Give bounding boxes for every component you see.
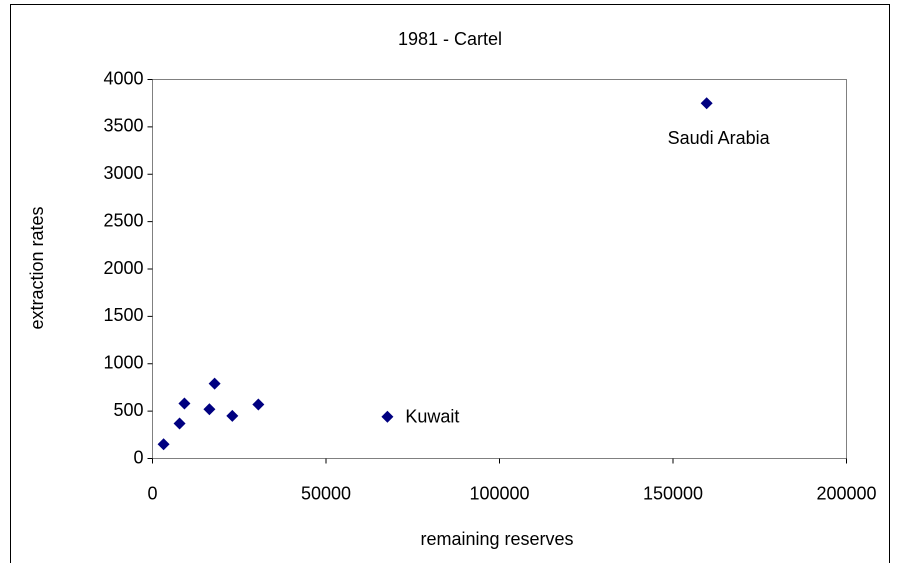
point (203, 403, 216, 416)
y-tick-label: 1500 (103, 305, 143, 325)
point (173, 417, 186, 430)
point (700, 97, 713, 110)
y-tick-label: 0 (133, 447, 143, 467)
point (157, 438, 170, 451)
point-label: Saudi Arabia (668, 128, 771, 148)
y-tick-label: 2500 (103, 210, 143, 230)
x-tick-label: 100000 (469, 483, 529, 503)
y-tick-label: 1000 (103, 353, 143, 373)
x-tick-label: 200000 (816, 483, 876, 503)
y-tick-label: 2000 (103, 258, 143, 278)
y-tick-label: 3000 (103, 163, 143, 183)
y-tick-label: 3500 (103, 116, 143, 136)
x-tick-label: 0 (147, 483, 157, 503)
x-axis-label: remaining reserves (420, 529, 573, 549)
chart-frame (10, 4, 890, 563)
y-tick-label: 500 (113, 400, 143, 420)
point (208, 377, 221, 390)
y-tick-label: 4000 (103, 68, 143, 88)
point-label: Kuwait (405, 407, 459, 427)
y-axis-label: extraction rates (27, 206, 47, 329)
point (178, 397, 191, 410)
point (381, 410, 394, 423)
x-tick-label: 50000 (301, 483, 351, 503)
chart-title: 1981 - Cartel (398, 29, 502, 49)
point (226, 409, 239, 422)
point (252, 398, 265, 411)
x-tick-label: 150000 (643, 483, 703, 503)
